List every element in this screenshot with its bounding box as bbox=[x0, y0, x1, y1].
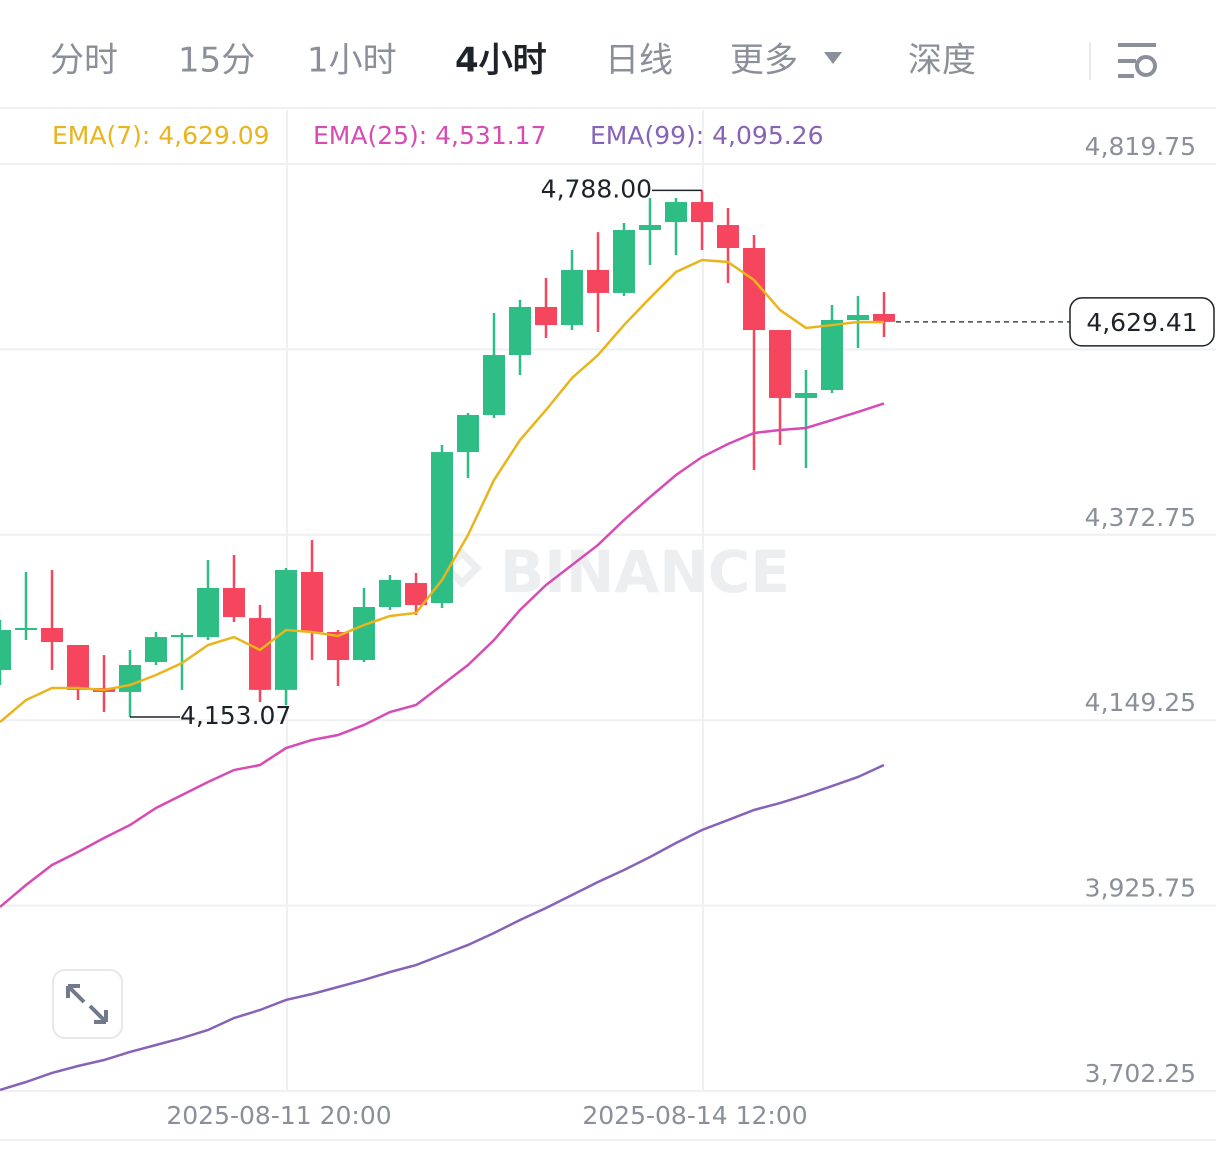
candle-body bbox=[795, 392, 817, 398]
candle-body bbox=[821, 319, 843, 391]
candle-body bbox=[171, 634, 193, 638]
candle-body bbox=[717, 225, 739, 248]
x-tick-label: 2025-08-14 12:00 bbox=[582, 1101, 807, 1130]
candle-body bbox=[873, 314, 895, 322]
candle-body bbox=[561, 269, 583, 326]
tab[interactable]: 日线 bbox=[605, 41, 673, 81]
tab[interactable]: 15分 bbox=[178, 41, 255, 81]
high-marker-label: 4,788.00 bbox=[541, 174, 652, 203]
candle-body bbox=[301, 572, 323, 632]
ema-line bbox=[0, 763, 885, 1092]
timeframe-tabs: 分时 15分 1小时 4小时 日线 更多 深度 bbox=[50, 41, 976, 81]
settings-icon[interactable] bbox=[1118, 43, 1157, 78]
candle-body bbox=[249, 618, 271, 690]
candle-body bbox=[509, 306, 531, 356]
candle-body bbox=[379, 579, 401, 608]
candle-body bbox=[665, 202, 687, 223]
candle-body bbox=[769, 330, 791, 398]
x-tick-label: 2025-08-11 20:00 bbox=[166, 1101, 391, 1130]
low-marker-label: 4,153.07 bbox=[180, 701, 291, 730]
watermark-text: BINANCE bbox=[500, 538, 790, 606]
y-tick-label: 4,149.25 bbox=[1085, 688, 1196, 717]
candle-body bbox=[431, 452, 453, 604]
candle-body bbox=[457, 414, 479, 453]
tab[interactable]: 深度 bbox=[908, 41, 976, 81]
candle-body bbox=[587, 269, 609, 293]
candle-body bbox=[405, 583, 427, 606]
ema-line bbox=[0, 258, 885, 723]
grid: 3,702.253,925.754,149.254,372.754,596.25… bbox=[0, 110, 1216, 1130]
candle-body bbox=[847, 315, 869, 320]
tab[interactable]: 1小时 bbox=[307, 41, 397, 81]
candle-body bbox=[535, 306, 557, 326]
y-tick-label: 4,819.75 bbox=[1085, 132, 1196, 161]
dropdown-caret[interactable] bbox=[824, 52, 842, 64]
candle-body bbox=[743, 247, 765, 331]
tab[interactable]: 分时 bbox=[50, 41, 118, 81]
watermark: BINANCE bbox=[442, 538, 790, 606]
candle-body bbox=[483, 355, 505, 415]
candle-body bbox=[145, 637, 167, 663]
candle-body bbox=[223, 588, 245, 618]
candle-body bbox=[613, 229, 635, 293]
tab[interactable]: 更多 bbox=[730, 41, 798, 81]
plot: 4,788.00 4,153.07 4,629.41 bbox=[0, 174, 1215, 1092]
legend-entry: EMA(99): 4,095.26 bbox=[590, 121, 823, 150]
candle-body bbox=[15, 627, 37, 630]
candle-body bbox=[327, 631, 349, 661]
tab[interactable]: 4小时 bbox=[455, 41, 547, 81]
candle-body bbox=[67, 645, 89, 690]
candle-body bbox=[119, 664, 141, 692]
candle-body bbox=[41, 627, 63, 643]
y-tick-label: 4,372.75 bbox=[1085, 503, 1196, 532]
y-tick-label: 3,702.25 bbox=[1085, 1059, 1196, 1088]
y-tick-label: 3,925.75 bbox=[1085, 874, 1196, 903]
last-price-label: 4,629.41 bbox=[1086, 308, 1197, 337]
candle-body bbox=[691, 202, 713, 223]
legend-entry: EMA(25): 4,531.17 bbox=[313, 121, 546, 150]
candle-body bbox=[639, 225, 661, 230]
legend-entry: EMA(7): 4,629.09 bbox=[52, 121, 270, 150]
last-price-box bbox=[1069, 297, 1215, 347]
candle-body bbox=[0, 629, 11, 670]
ema-line bbox=[0, 402, 885, 908]
candle-body bbox=[353, 607, 375, 661]
candle-body bbox=[197, 588, 219, 638]
expand-button[interactable] bbox=[52, 969, 123, 1039]
